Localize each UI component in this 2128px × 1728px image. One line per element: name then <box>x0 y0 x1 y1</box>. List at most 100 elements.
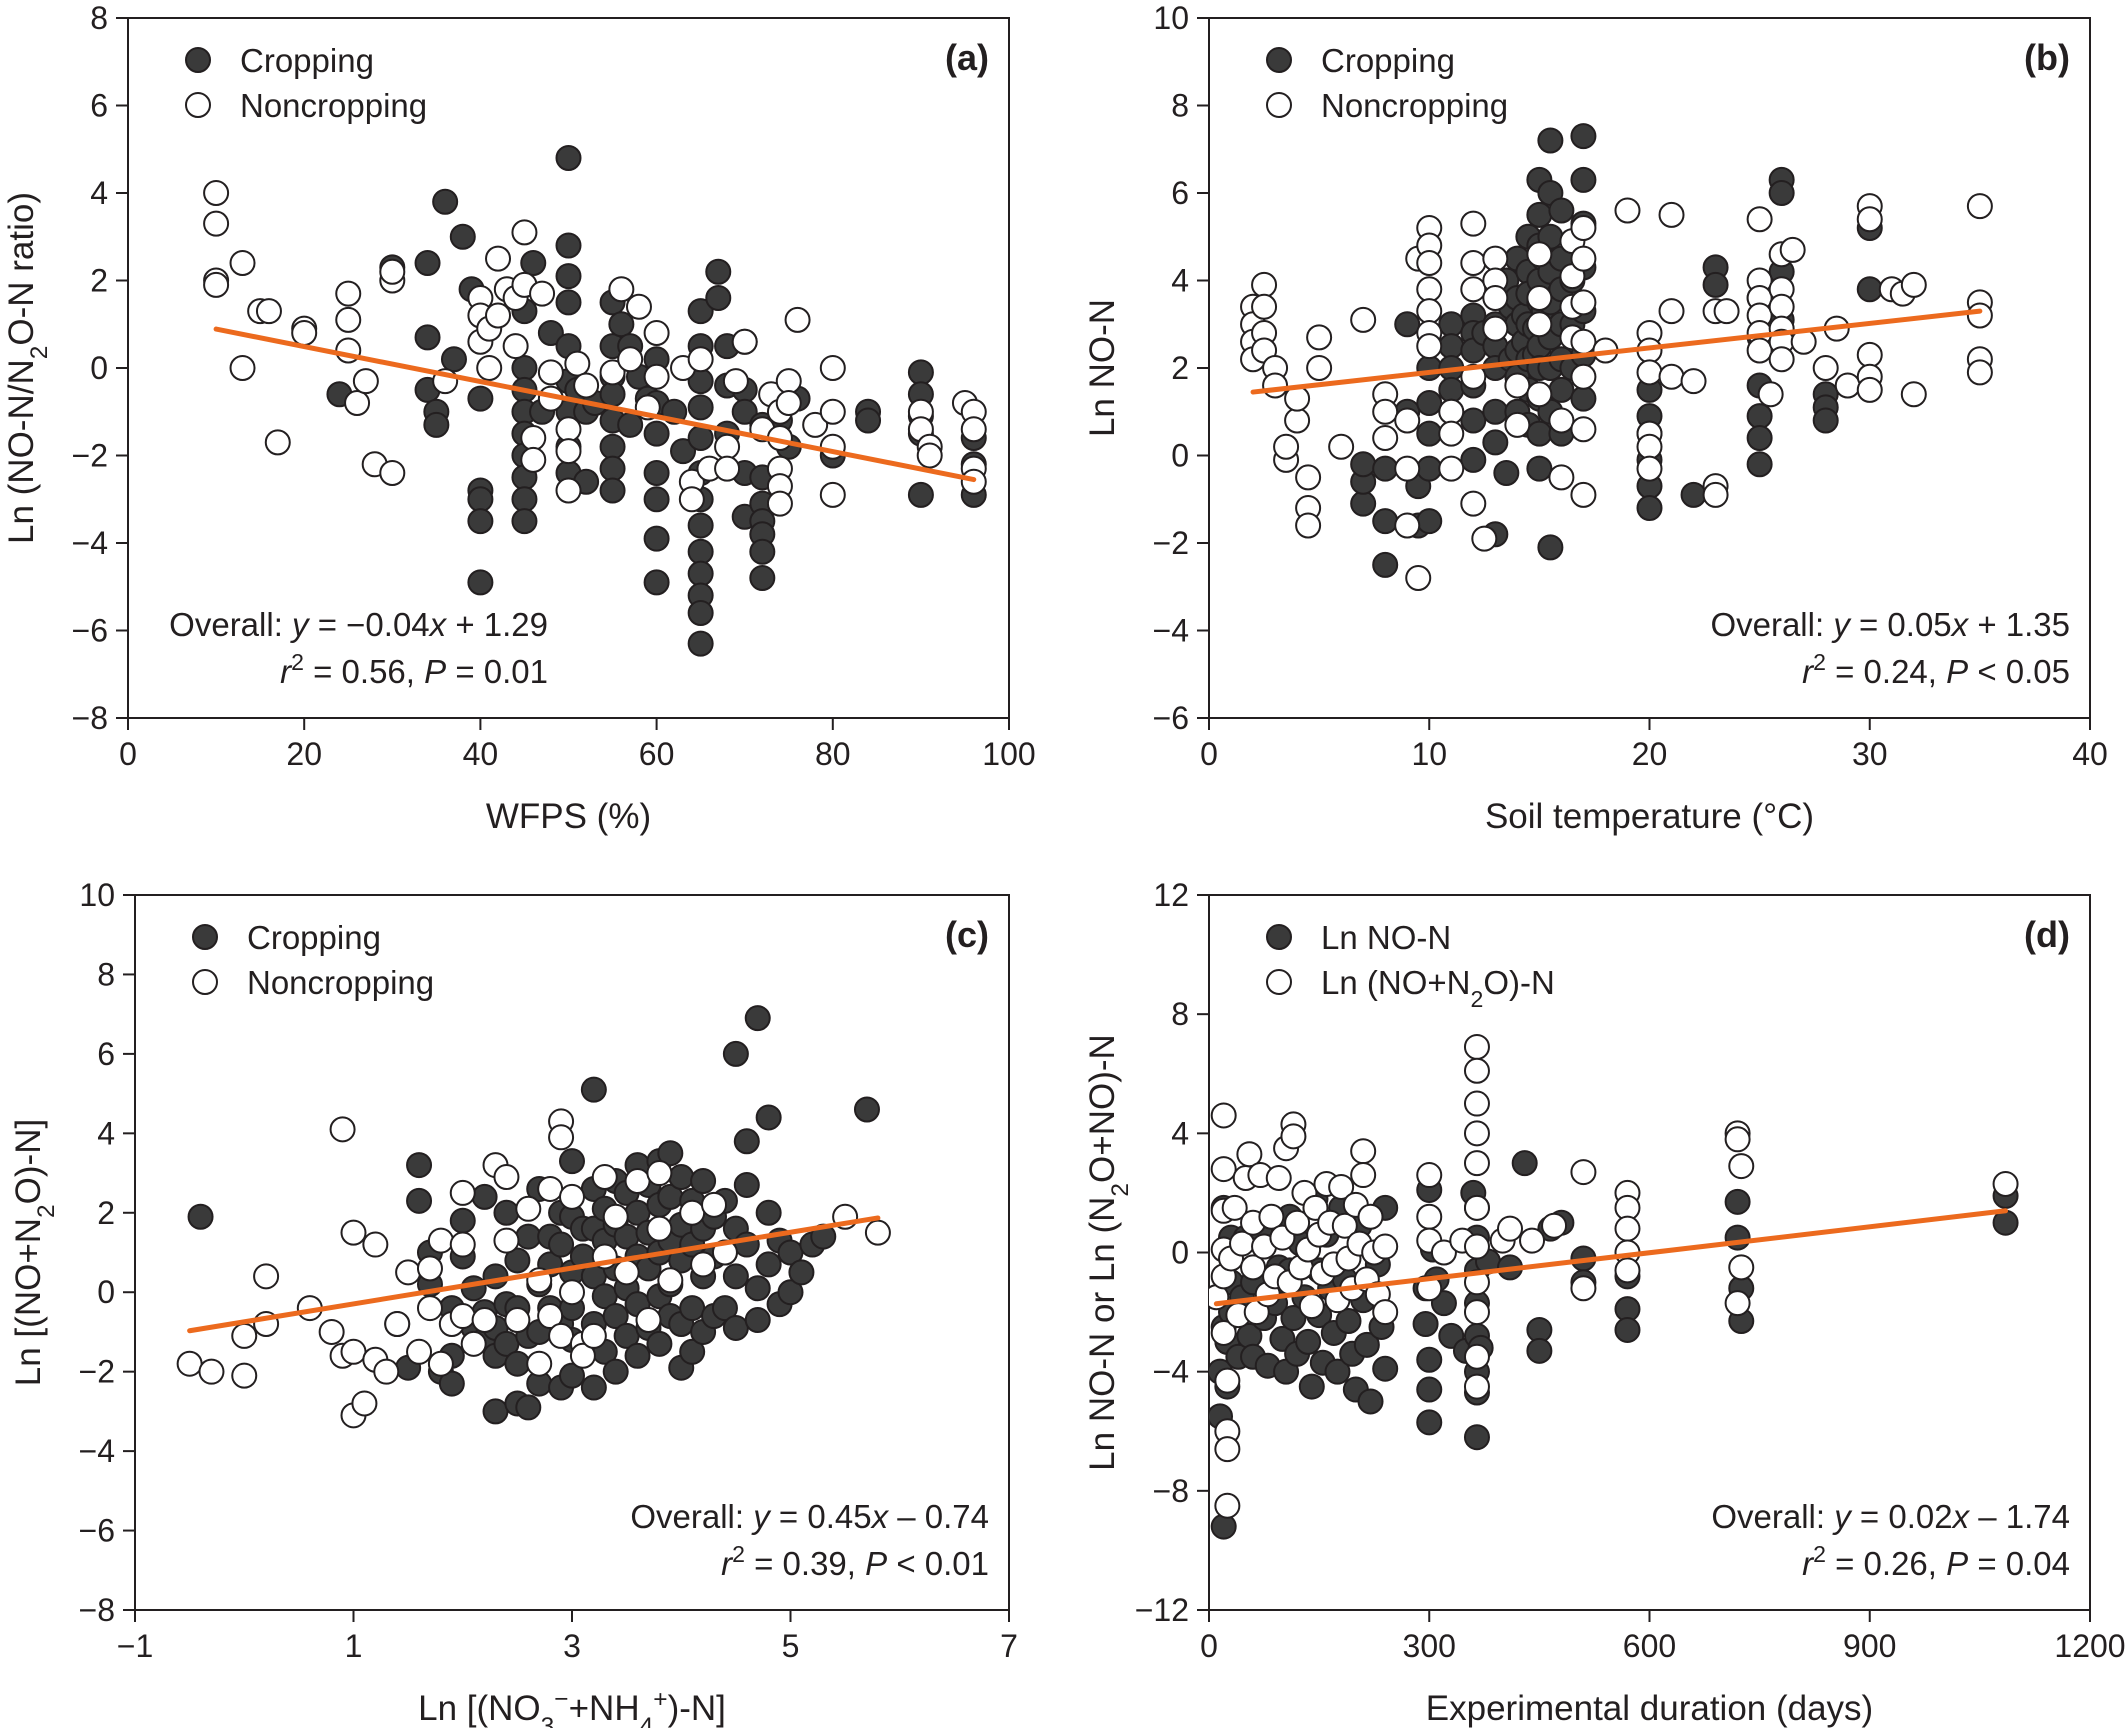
x-axis-label: WFPS (%) <box>486 797 651 836</box>
filled-point <box>687 298 714 325</box>
series-ln-no-n2o-n <box>1209 1033 2019 1519</box>
open-point <box>1251 293 1278 320</box>
open-point <box>1350 306 1377 333</box>
filled-point <box>423 411 450 438</box>
open-point <box>1306 324 1333 351</box>
filled-point <box>1416 355 1443 381</box>
filled-point <box>548 1231 575 1258</box>
filled-point <box>788 1259 815 1286</box>
open-point <box>1416 333 1443 360</box>
y-tick-label: 4 <box>90 175 108 211</box>
filled-point <box>555 263 582 290</box>
x-tick-label: 0 <box>1200 736 1218 772</box>
open-point <box>1394 455 1421 482</box>
open-point <box>1570 416 1597 443</box>
open-point <box>373 1358 400 1385</box>
open-point <box>1834 372 1861 399</box>
filled-point <box>511 508 538 535</box>
filled-point <box>1416 455 1443 482</box>
open-point <box>329 1116 356 1143</box>
open-point <box>1463 1343 1490 1370</box>
open-point <box>537 359 564 386</box>
filled-point <box>744 1005 771 1032</box>
y-tick-label: 10 <box>79 877 115 913</box>
data-area <box>203 145 987 657</box>
filled-point <box>643 569 670 596</box>
open-point <box>1504 372 1531 399</box>
open-point <box>1372 398 1399 425</box>
legend-marker <box>192 924 218 950</box>
filled-point <box>599 381 626 408</box>
open-point <box>529 280 556 307</box>
open-point <box>1526 311 1553 338</box>
filled-point <box>580 1076 607 1103</box>
filled-point <box>1372 455 1399 482</box>
filled-point <box>733 1128 760 1155</box>
open-point <box>255 298 282 325</box>
filled-point <box>1746 403 1773 430</box>
filled-point <box>1537 127 1564 154</box>
open-point <box>1966 302 1993 329</box>
y-tick-label: −8 <box>79 1592 115 1628</box>
legend: Cropping Noncropping <box>1266 42 1508 124</box>
regression-annotation: Overall: y = 0.05x + 1.35 r2 = 0.24, P < … <box>1710 606 2070 690</box>
filled-point <box>722 1314 749 1341</box>
open-point <box>1210 1156 1237 1183</box>
open-point <box>340 1219 367 1246</box>
open-point <box>395 1259 422 1286</box>
open-point <box>1460 490 1487 517</box>
y-tick-label: 0 <box>90 350 108 386</box>
open-point <box>1541 1212 1568 1239</box>
open-point <box>1463 1150 1490 1177</box>
x-tick-label: 900 <box>1843 1628 1896 1664</box>
y-tick-label: −6 <box>79 1513 115 1549</box>
open-point <box>1570 1159 1597 1186</box>
filled-point <box>907 359 934 386</box>
open-point <box>1460 210 1487 237</box>
filled-point <box>515 1223 542 1250</box>
filled-point <box>1746 425 1773 451</box>
filled-point <box>687 538 714 565</box>
panel-d: 0 300 600 900 1200 −12 −8 −4 0 4 8 12 Experimental d… <box>1083 877 2126 1728</box>
open-point <box>1463 1233 1490 1260</box>
filled-point <box>643 460 670 486</box>
filled-point <box>749 565 776 591</box>
open-point <box>1372 1299 1399 1326</box>
filled-point <box>1548 197 1575 224</box>
y-tick-label: 8 <box>90 0 108 36</box>
open-point <box>555 438 582 465</box>
y-tick-label: 0 <box>97 1274 115 1310</box>
filled-point <box>711 1295 738 1322</box>
legend-label: Cropping <box>240 42 374 79</box>
open-point <box>1416 298 1443 325</box>
data-area <box>1240 123 1993 591</box>
filled-point <box>853 1096 880 1123</box>
open-point <box>344 390 371 416</box>
open-point <box>657 1267 684 1294</box>
y-tick-label: −6 <box>1153 700 1189 736</box>
filled-point <box>504 1247 531 1274</box>
open-point <box>1728 1254 1755 1281</box>
open-point <box>775 390 802 416</box>
open-point <box>613 1259 640 1286</box>
open-point <box>701 1191 728 1218</box>
open-point <box>291 320 318 346</box>
open-point <box>1284 1209 1311 1236</box>
open-point <box>1570 328 1597 355</box>
y-axis-label: Ln [(NO+N2O)-N] <box>9 1119 60 1386</box>
filled-point <box>907 481 934 508</box>
filled-point <box>1702 271 1729 298</box>
legend-marker <box>1266 969 1292 995</box>
open-point <box>1251 271 1278 298</box>
open-point <box>427 1350 454 1377</box>
open-point <box>449 1231 476 1258</box>
open-point <box>264 429 291 456</box>
open-point <box>819 398 846 425</box>
open-point <box>1240 1254 1267 1281</box>
open-point <box>526 1350 553 1377</box>
open-point <box>1519 1227 1546 1254</box>
y-tick-label: −2 <box>1153 525 1189 561</box>
open-point <box>646 1215 673 1242</box>
filled-point <box>511 486 538 513</box>
open-point <box>731 328 758 355</box>
